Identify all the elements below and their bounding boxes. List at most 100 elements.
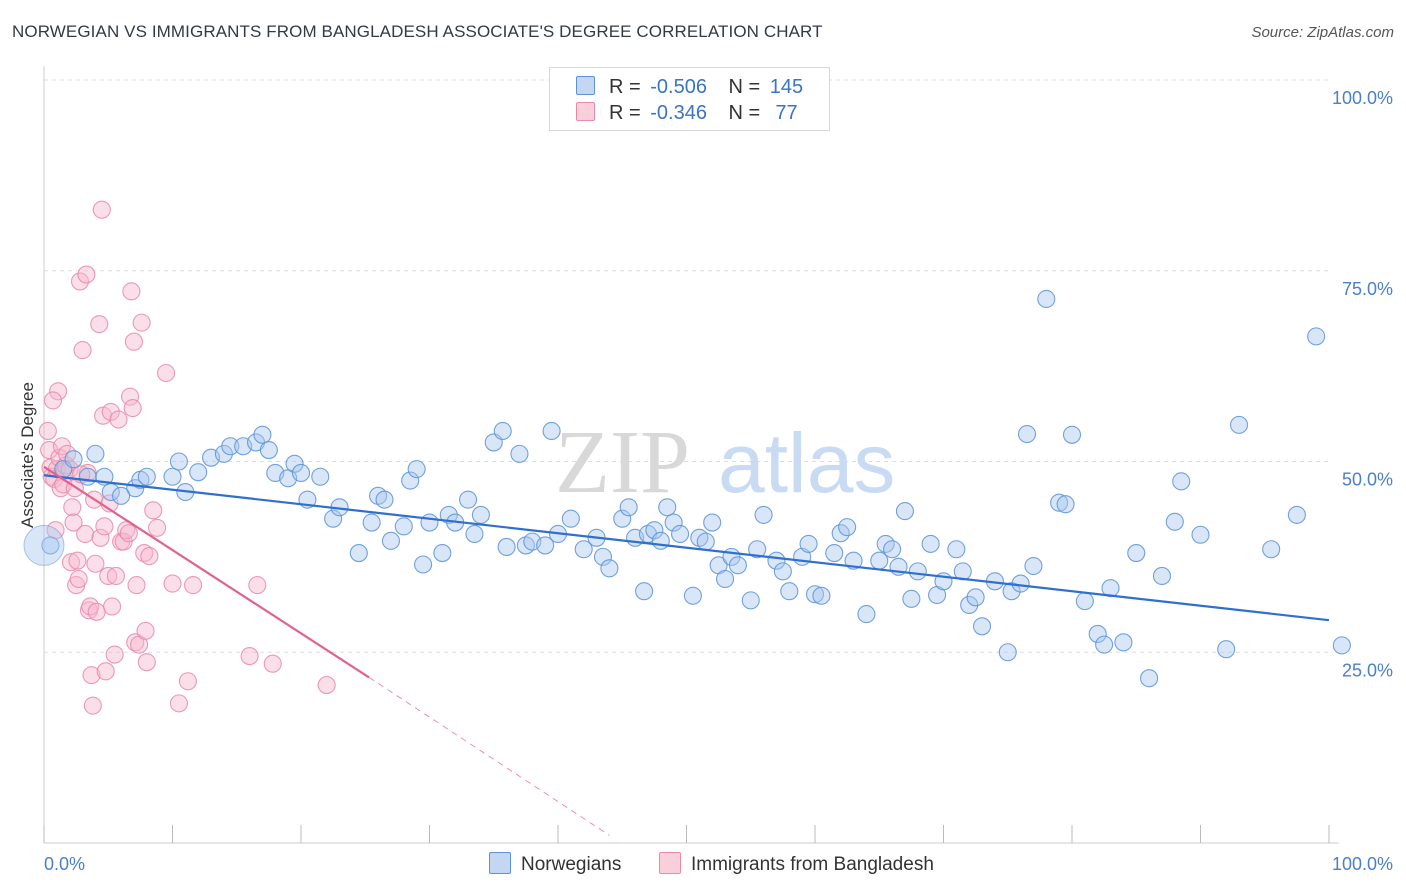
bangladesh-point-74 [43,391,63,410]
bangladesh-point-33 [87,602,106,621]
bangladesh-point-69 [240,647,259,666]
axes [43,66,1339,844]
norwegians-point-6 [86,444,105,463]
norwegians-point-134 [1332,636,1351,655]
norwegians-point-131 [1262,540,1281,559]
legend-r-value: -0.346 [650,102,707,124]
norwegians-point-79 [748,540,767,559]
norwegians-point-65 [645,521,664,540]
norwegians-point-113 [1024,556,1043,576]
norwegians-point-78 [741,591,760,610]
norwegians-point-30 [349,544,368,563]
norwegians-point-103 [947,540,966,559]
norwegians-point-39 [420,513,439,532]
norwegians-point-75 [715,569,735,589]
bangladesh-point-36 [92,200,111,219]
norwegians-point-25 [291,463,311,482]
norwegians-point-117 [1062,425,1082,444]
norwegians-point-8 [112,486,131,505]
legend-r-label: R = [609,102,641,124]
bottom-legend-bangladesh[interactable]: Immigrants from Bangladesh [659,852,934,876]
x-tick-label-min: 0.0% [44,854,85,874]
norwegians-point-106 [966,588,985,607]
norwegians-point-126 [1165,512,1184,531]
legend-r-value: -0.506 [650,76,707,98]
norwegians-point-70 [683,586,702,605]
norwegians-point-37 [407,460,426,479]
bangladesh-point-34 [90,315,109,334]
bangladesh-point-45 [109,410,128,429]
norwegians-point-63 [635,582,654,601]
norwegians-point-73 [703,513,722,532]
bangladesh-point-17 [64,513,83,532]
norwegians-point-127 [1172,472,1191,491]
norwegians-trend-line [43,474,1330,622]
stats-legend: R = -0.506 N = 145 R = -0.346 N = 77 [549,67,830,131]
legend-row-bangladesh: R = -0.346 N = 77 [576,102,798,128]
trend-lines [43,465,1330,836]
y-axis-label: Associate's Degree [18,382,37,528]
norwegians-point-122 [1114,633,1133,652]
bangladesh-point-70 [248,576,267,595]
norwegians-point-55 [561,509,580,528]
bottom-legend-norwegians[interactable]: Norwegians [489,852,621,876]
norwegians-point-14 [169,452,188,471]
norwegians-point-0 [41,536,60,555]
norwegians-point-128 [1191,525,1210,544]
norwegians-point-33 [375,490,394,509]
legend-n-label: N = [728,102,761,124]
norwegians-point-86 [805,585,825,604]
norwegians-point-100 [921,534,940,553]
norwegians-point-129 [1217,640,1236,659]
norwegians-point-16 [214,444,233,463]
bangladesh-point-59 [136,621,155,640]
norwegians-point-10 [137,467,156,486]
bangladesh-point-57 [132,313,151,332]
norwegians-point-44 [465,524,484,544]
norwegians-point-13 [189,463,208,482]
norwegians-point-67 [658,498,677,517]
norwegians-point-111 [1011,574,1030,593]
bangladesh-point-23 [73,341,92,360]
y-tick-label-100: 100.0% [1332,88,1393,108]
y-tick-label-25: 25.0% [1342,660,1393,680]
norwegians-point-large [23,524,65,566]
legend-n-value: 145 [769,76,804,98]
bangladesh-point-48 [117,521,136,540]
bangladesh-point-24 [76,524,95,544]
bangladesh-point-66 [169,694,188,713]
norwegians-point-112 [1017,424,1037,444]
norwegians-point-52 [536,536,555,555]
norwegians-point-40 [433,544,452,563]
norwegians-point-99 [908,562,927,581]
norwegians-point-53 [542,421,561,441]
bangladesh-point-68 [184,576,203,595]
bangladesh-point-0 [38,421,57,441]
norwegians-point-136 [1391,725,1406,742]
bangladesh-point-32 [86,554,105,573]
norwegians-point-72 [696,532,715,551]
norwegians-point-27 [311,467,330,486]
watermark-zip: ZIP [555,413,690,512]
norwegians-point-92 [857,605,876,624]
bangladesh-point-35 [91,528,110,547]
norwegians-point-91 [844,551,863,570]
norwegians-point-21 [259,441,278,460]
norwegians-point-68 [664,513,683,532]
norwegians-point-49 [510,444,529,463]
bangladesh-point-29 [82,666,101,685]
norwegians-point-69 [671,524,690,544]
bangladesh-point-44 [106,566,126,586]
y-tick-label-50: 50.0% [1342,470,1393,490]
legend-label-norwegians: Norwegians [521,854,622,875]
bangladesh-point-52 [123,399,142,418]
legend-swatch-blue [489,852,511,874]
norwegians-point-116 [1056,495,1075,514]
legend-swatch-pink [659,852,681,874]
x-tick-label-max: 100.0% [1332,854,1393,874]
norwegians-point-98 [902,589,921,608]
tick-labels: 25.0% 50.0% 75.0% 100.0% 0.0% 100.0% [44,88,1393,874]
bangladesh-point-55 [127,576,146,595]
norwegians-point-77 [728,556,747,575]
